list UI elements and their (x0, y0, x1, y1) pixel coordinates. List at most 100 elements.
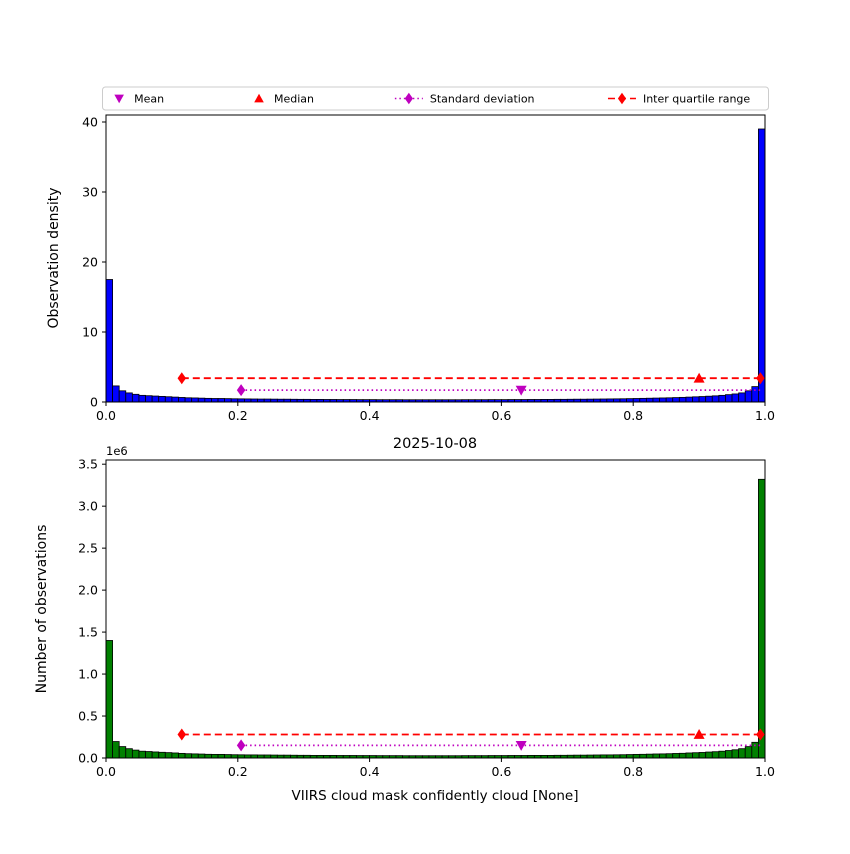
histogram-bar (138, 394, 146, 403)
histogram-bar (138, 750, 146, 759)
legend-label: Standard deviation (430, 93, 535, 106)
x-tick-label: 0.4 (360, 408, 380, 423)
histogram-bar (738, 392, 746, 403)
histogram-bar (164, 396, 173, 403)
histogram-bar (758, 478, 766, 759)
histogram-bar (197, 753, 206, 759)
y-tick-label: 3.5 (78, 457, 98, 472)
histogram-bar (211, 753, 219, 759)
histogram-bar (685, 396, 693, 403)
histogram-bar (672, 397, 680, 403)
histogram-bar (692, 396, 700, 403)
histogram-bar (158, 751, 166, 759)
iqr-left-cap-marker (177, 728, 187, 741)
iqr-left-cap-marker (177, 372, 187, 385)
histogram-bar (626, 398, 634, 403)
iqr-right-cap-marker (756, 728, 765, 741)
histogram-bar (731, 749, 740, 759)
histogram-bar (652, 753, 660, 759)
histogram-bar (112, 385, 120, 403)
histogram-bar (191, 397, 199, 403)
top-axes: 0.0 0.2 0.4 0.6 0.8 1.0 0 10 20 30 40 (82, 114, 775, 423)
y-tick-label: 0.0 (78, 751, 98, 766)
histogram-bar (171, 396, 179, 403)
axes-frame (105, 114, 766, 403)
median-marker (693, 372, 705, 383)
histogram-bar (171, 752, 179, 759)
x-tick-label: 0.8 (623, 764, 643, 779)
y-tick-label: 3.0 (78, 499, 98, 514)
histogram-bar (145, 395, 153, 403)
x-tick-label: 0.6 (491, 764, 511, 779)
y-tick-label: 2.0 (78, 583, 98, 598)
histogram-bar (731, 393, 740, 403)
histogram-bar (758, 128, 766, 403)
histogram-bar (711, 751, 720, 759)
histogram-bar (105, 640, 113, 759)
histogram-bar (718, 750, 726, 759)
mean-marker (515, 741, 527, 751)
histogram-bar (665, 753, 674, 759)
histogram-bar (639, 397, 647, 403)
legend-diamond-icon (404, 92, 413, 105)
histogram-bar (118, 390, 127, 403)
histogram-bar (645, 397, 654, 403)
bottom-axes: 0.0 0.2 0.4 0.6 0.8 1.0 0.0 0.5 1.0 1.5 2.0 2.5 3.0 3… (78, 457, 775, 779)
histogram-bar (645, 753, 654, 759)
histogram-bar (184, 397, 193, 403)
histogram-bar (751, 386, 759, 403)
x-tick-label: 0.0 (96, 408, 116, 423)
x-tick-label: 0.8 (623, 408, 643, 423)
y-tick-label: 0.5 (78, 709, 98, 724)
y-tick-label: 1.5 (78, 625, 98, 640)
legend-triangle-down-icon (114, 94, 124, 104)
histogram-bar (678, 752, 687, 759)
histogram-bar (151, 395, 160, 403)
legend-label: Inter quartile range (643, 93, 750, 106)
histogram-bar (158, 395, 166, 403)
legend-frame (102, 86, 769, 111)
x-tick-label: 0.6 (491, 408, 511, 423)
histogram-bar (204, 753, 212, 759)
histogram-bar (659, 397, 667, 403)
y-tick-label: 0 (90, 395, 98, 410)
histogram-bar (698, 396, 707, 403)
histogram-bar (725, 750, 733, 759)
histogram-bar (217, 398, 226, 403)
x-tick-label: 0.2 (228, 764, 248, 779)
y-tick-label: 1.0 (78, 667, 98, 682)
x-tick-label: 0.0 (96, 764, 116, 779)
histogram-bar (125, 392, 133, 403)
iqr-right-cap-marker (756, 372, 765, 385)
y-tick-label: 30 (82, 185, 98, 200)
histogram-bar (178, 752, 186, 759)
histogram-bar (125, 748, 133, 759)
histogram-bar (705, 751, 713, 759)
bottom-x-axis-label: VIIRS cloud mask confidently cloud [None… (292, 788, 579, 804)
x-tick-label: 1.0 (755, 408, 775, 423)
legend-diamond-icon (617, 92, 627, 105)
histogram-bar (705, 395, 713, 403)
histogram-bar (632, 398, 641, 403)
histogram-bar (204, 397, 212, 403)
legend: Mean Median Standard deviation Inter quarti… (102, 86, 769, 111)
histogram-bar (191, 753, 199, 759)
x-tick-label: 1.0 (755, 764, 775, 779)
histogram-bar (685, 752, 693, 759)
histogram-bar (105, 279, 113, 403)
histogram-bar (211, 398, 219, 403)
histogram-bar (217, 753, 226, 759)
legend-label: Mean (134, 93, 164, 106)
y-tick-label: 40 (82, 115, 98, 130)
legend-triangle-up-icon (254, 93, 264, 103)
histogram-bar (692, 752, 700, 759)
histogram-bar (652, 397, 660, 403)
histogram-bar (131, 393, 140, 403)
top-y-axis-label: Observation density (46, 187, 62, 328)
histogram-bar (626, 754, 634, 759)
histogram-bar (672, 753, 680, 759)
histogram-bar (164, 752, 173, 759)
y-axis-offset-label: 1e6 (106, 444, 128, 458)
histogram-bar (718, 394, 726, 403)
